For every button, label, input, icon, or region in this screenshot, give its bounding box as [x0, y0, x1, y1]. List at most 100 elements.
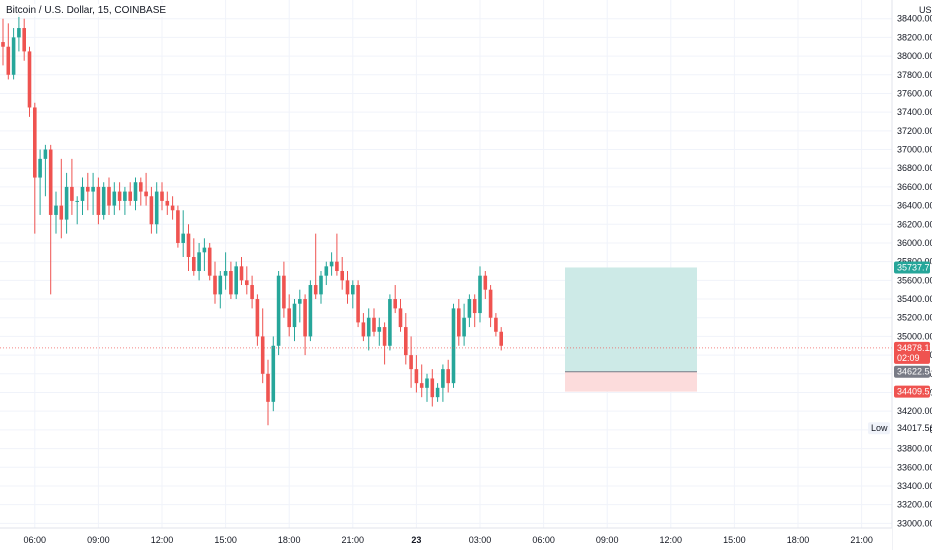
candle-body: [239, 266, 244, 281]
y-tick-label: 38400.00: [897, 14, 932, 24]
y-tick-label: 36200.00: [897, 219, 932, 229]
low-badge: [868, 422, 890, 435]
candle-body: [255, 299, 260, 337]
y-tick-label: 35200.00: [897, 313, 932, 323]
price-tag-low: [894, 422, 930, 435]
candle-body: [38, 158, 42, 178]
x-tick-label: 06:00: [24, 535, 47, 545]
candle-body: [446, 369, 450, 384]
price-tag-label: 34878.11: [897, 343, 932, 353]
candle-body: [419, 383, 424, 388]
candle-body: [70, 186, 74, 201]
candle-body: [366, 317, 371, 337]
candle-body: [229, 271, 233, 295]
candle-body: [6, 46, 11, 75]
price-tag-stop: [894, 385, 930, 398]
candle-body: [213, 275, 217, 295]
candle-body: [282, 275, 286, 309]
candle-body: [345, 280, 350, 295]
y-tick-label: 37400.00: [897, 107, 932, 117]
candle-body: [329, 261, 334, 267]
position-zones[interactable]: [565, 267, 697, 392]
candle-body: [441, 369, 445, 388]
candle-body: [494, 317, 498, 332]
candle-body: [59, 205, 64, 220]
y-tick-label: 37000.00: [897, 145, 932, 155]
x-tick-label: 18:00: [787, 535, 810, 545]
candle-body: [117, 191, 122, 201]
candle-body: [139, 182, 143, 192]
candle-body: [86, 186, 90, 192]
y-tick-label: 38200.00: [897, 32, 932, 42]
candle-body: [101, 186, 106, 215]
candle-body: [266, 373, 270, 402]
y-tick-label: 36400.00: [897, 201, 932, 211]
candle-body: [160, 191, 164, 201]
candle-body: [276, 275, 281, 346]
y-tick-label: 33800.00: [897, 444, 932, 454]
price-tag-label: 34622.54: [897, 367, 932, 377]
x-tick-label: 21:00: [850, 535, 873, 545]
candle-body: [123, 191, 127, 201]
x-tick-label: 23: [411, 535, 421, 545]
candle-body: [260, 336, 265, 374]
x-tick-label: 09:00: [596, 535, 619, 545]
candle-body: [409, 355, 413, 370]
time-axis-background: [0, 528, 892, 550]
x-tick-label: 21:00: [342, 535, 365, 545]
candle-body: [128, 191, 132, 201]
y-tick-label: 35600.00: [897, 275, 932, 285]
x-tick-label: 09:00: [87, 535, 110, 545]
y-tick-label: 37600.00: [897, 88, 932, 98]
time-axis[interactable]: 06:00 09:00 12:00 15:00 18:00 21:00 23 03:00 06:…: [0, 527, 892, 550]
candle-body: [414, 369, 419, 384]
candle-body: [245, 280, 249, 286]
price-tag-current: [894, 341, 930, 364]
candle-body: [22, 28, 26, 52]
y-tick-label: 33200.00: [897, 500, 932, 510]
y-tick-label: 33400.00: [897, 481, 932, 491]
candle-body: [308, 285, 313, 337]
candle-body: [292, 303, 297, 328]
y-tick-label: 36600.00: [897, 182, 932, 192]
x-tick-label: 12:00: [660, 535, 683, 545]
x-tick-label: 06:00: [532, 535, 555, 545]
candles: [1, 14, 503, 426]
candle-body: [361, 322, 366, 337]
candle-body: [335, 261, 339, 272]
candle-body: [91, 186, 95, 192]
candle-body: [181, 233, 185, 243]
x-tick-label: 15:00: [723, 535, 746, 545]
x-tick-label: 18:00: [278, 535, 301, 545]
candle-body: [404, 327, 408, 356]
x-tick-label: 15:00: [214, 535, 237, 545]
candle-body: [356, 285, 360, 323]
candle-body: [149, 196, 154, 225]
stop-zone: [565, 371, 697, 392]
candle-body: [192, 256, 196, 272]
y-tick-label: 35000.00: [897, 331, 932, 341]
candle-body: [43, 149, 48, 159]
candle-body: [218, 275, 223, 295]
candle-body: [250, 285, 254, 300]
y-tick-label: 35400.00: [897, 294, 932, 304]
price-tag-label: 35737.78: [897, 262, 932, 272]
y-tick-label: 33600.00: [897, 462, 932, 472]
candle-body: [372, 317, 376, 332]
price-axis[interactable]: USD 33000.00 33200.00 33400.00 33600.00 3380…: [891, 0, 932, 550]
candle-body: [154, 191, 159, 225]
candle-body: [112, 191, 117, 206]
candle-body: [499, 331, 503, 346]
candle-body: [457, 308, 461, 337]
low-badge-label: Low: [871, 423, 888, 433]
price-tag-label: 34409.52: [897, 387, 932, 397]
candle-body: [377, 327, 382, 332]
candle-body: [80, 186, 85, 201]
candle-body: [186, 233, 191, 257]
candle-body: [197, 252, 201, 272]
grid-layer: [0, 0, 892, 528]
candle-body: [313, 285, 318, 295]
